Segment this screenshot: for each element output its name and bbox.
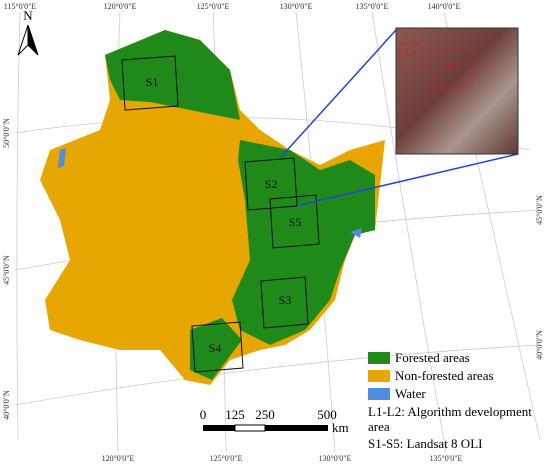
coord-label: 130°0'0"E: [319, 454, 352, 463]
parallel: [14, 344, 541, 406]
coord-label: 120°0'0"E: [102, 454, 135, 463]
legend-label: Non-forested areas: [395, 368, 494, 383]
coord-label: 135°0'0"E: [430, 454, 463, 463]
water: [350, 228, 362, 238]
site-boxes: [121, 55, 320, 373]
inset-box: [431, 51, 473, 89]
site-box: [244, 157, 298, 211]
coord-label: 125°0'0"E: [210, 454, 243, 463]
forested-area: [105, 30, 240, 120]
meridian: [371, 11, 447, 453]
coord-label: 120°0'0"E: [104, 2, 137, 11]
inset-image: [395, 27, 519, 155]
inset-box: [399, 43, 423, 69]
scale-label: 0: [200, 407, 207, 422]
site-box: [260, 276, 309, 329]
legend-label: L1-L2: Algorithm development area: [368, 404, 532, 434]
legend-label: S1-S5: Landsat 8 OLI: [368, 436, 483, 451]
site-box: [191, 321, 244, 373]
coord-label: 40°0'0"N: [2, 390, 11, 420]
forested-area: [190, 318, 242, 380]
scale-label: 125: [225, 407, 245, 422]
site-label: S1: [146, 75, 159, 89]
legend-swatch: [368, 388, 390, 400]
scale-label: 250: [255, 407, 275, 422]
north-label: N: [23, 8, 33, 23]
site-label: S2: [265, 177, 278, 191]
forested-area: [232, 140, 375, 345]
site-box: [269, 194, 320, 249]
site-label: S4: [209, 341, 222, 355]
site-box: [121, 55, 179, 111]
site-label: S3: [279, 293, 292, 307]
inset-label: L1: [405, 48, 416, 59]
connector: [279, 29, 397, 159]
coord-label: 125°0'0"E: [197, 2, 230, 11]
scale-unit: km: [332, 420, 349, 435]
north-arrow: [17, 24, 29, 56]
connector: [299, 153, 519, 206]
water: [58, 148, 66, 168]
legend-label: Water: [395, 386, 426, 401]
coord-label: 50°0'0"N: [2, 118, 11, 148]
coord-label: 140°0'0"E: [428, 2, 461, 11]
scale-segment: [265, 425, 328, 431]
meridian: [16, 11, 21, 441]
coord-label: 40°0'0"N: [535, 330, 544, 360]
legend-swatch: [368, 352, 390, 364]
scale-segment: [234, 424, 266, 432]
legend-swatch: [368, 370, 390, 382]
coord-label: 135°0'0"E: [356, 2, 389, 11]
scale-label: 500: [317, 407, 337, 422]
coord-label: 45°0'0"N: [535, 195, 544, 225]
scale-bar: 0 125 250 500 km: [200, 407, 349, 435]
legend-label: Forested areas: [395, 350, 470, 365]
site-label: S5: [289, 215, 302, 229]
coord-label: 115°0'0"E: [4, 2, 37, 11]
scale-segment: [203, 425, 235, 431]
inset-label: L2: [446, 62, 457, 73]
coord-label: 130°0'0"E: [280, 2, 313, 11]
coord-label: 45°0'0"N: [2, 255, 11, 285]
